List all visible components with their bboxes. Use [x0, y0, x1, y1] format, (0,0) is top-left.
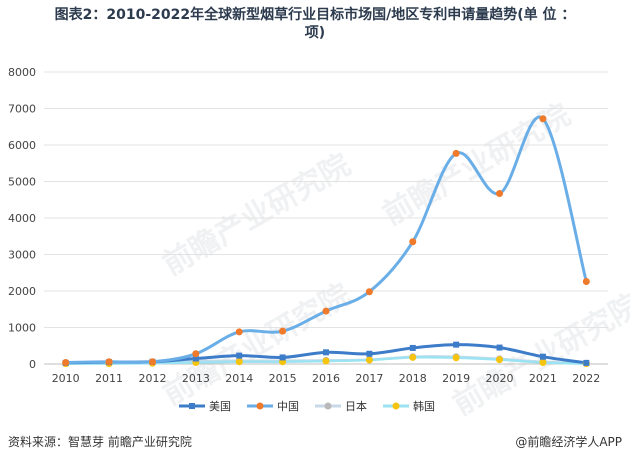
data-point-美国: [583, 359, 590, 366]
data-point-韩国: [496, 356, 504, 364]
data-point-中国: [409, 238, 417, 246]
legend-marker-中国: [256, 402, 264, 410]
source-note: 资料来源：智慧芽 前瞻产业研究院: [8, 435, 192, 449]
y-tick-label: 6000: [8, 139, 36, 152]
x-tick-label: 2019: [442, 372, 470, 385]
x-tick-label: 2011: [95, 372, 123, 385]
data-point-中国: [279, 327, 287, 335]
data-point-美国: [279, 354, 286, 361]
y-tick-label: 3000: [8, 249, 36, 262]
x-tick-label: 2020: [486, 372, 514, 385]
chart-title: 图表2：2010-2022年全球新型烟草行业目标市场国/地区专利申请量趋势(单 …: [0, 6, 630, 42]
data-point-中国: [452, 149, 460, 157]
x-tick-label: 2010: [52, 372, 80, 385]
x-tick-label: 2017: [355, 372, 383, 385]
x-tick-label: 2016: [312, 372, 340, 385]
legend-label: 韩国: [413, 399, 435, 413]
data-point-中国: [582, 278, 590, 286]
data-point-韩国: [539, 359, 547, 367]
x-tick-label: 2014: [225, 372, 253, 385]
series-line-中国: [64, 115, 588, 365]
x-tick-label: 2022: [572, 372, 600, 385]
data-point-美国: [409, 344, 416, 351]
series-markers: [62, 115, 590, 368]
data-point-美国: [539, 353, 546, 360]
data-point-中国: [148, 358, 156, 366]
data-point-中国: [105, 358, 113, 366]
y-tick-label: 4000: [8, 212, 36, 225]
x-axis: 2010 2011 2012 2013 2014 2015 2016 2017 2018 2019…: [52, 372, 601, 385]
data-point-美国: [192, 355, 199, 362]
data-point-中国: [62, 359, 70, 367]
chart-title-line-2: 项): [304, 25, 326, 41]
legend-label: 日本: [345, 399, 367, 413]
legend: 美国 中国 日本 韩国: [179, 399, 435, 413]
legend-label: 中国: [277, 400, 299, 413]
data-point-中国: [235, 328, 243, 336]
y-tick-label: 5000: [8, 176, 36, 189]
data-point-美国: [496, 344, 503, 351]
data-point-中国: [539, 115, 547, 123]
data-point-韩国: [452, 354, 460, 362]
y-tick-label: 1000: [8, 322, 36, 335]
data-point-中国: [365, 288, 373, 296]
brand-credit: @前瞻经济学人APP: [515, 435, 622, 449]
data-point-美国: [453, 341, 460, 348]
x-tick-label: 2012: [138, 372, 166, 385]
y-tick-label: 0: [29, 358, 36, 371]
legend-label: 美国: [209, 400, 231, 413]
data-point-中国: [322, 307, 330, 315]
y-tick-label: 7000: [8, 103, 36, 116]
data-point-韩国: [409, 353, 417, 361]
x-tick-label: 2021: [529, 372, 557, 385]
y-tick-label: 8000: [8, 66, 36, 79]
series-lines: [64, 115, 588, 365]
legend-marker-美国: [189, 403, 195, 409]
legend-marker-韩国: [392, 402, 400, 410]
data-point-韩国: [235, 358, 243, 366]
x-tick-label: 2013: [182, 372, 210, 385]
y-tick-label: 2000: [8, 285, 36, 298]
x-tick-label: 2018: [399, 372, 427, 385]
data-point-中国: [192, 350, 200, 358]
data-point-美国: [323, 349, 329, 356]
grid-lines: [44, 71, 608, 365]
data-point-美国: [236, 352, 243, 359]
y-axis: 0 1000 2000 3000 4000 5000 6000 7000 8000: [8, 66, 36, 371]
data-point-韩国: [322, 357, 330, 365]
data-point-美国: [366, 350, 373, 357]
data-point-韩国: [365, 356, 373, 364]
chart-title-line-1: 图表2：2010-2022年全球新型烟草行业目标市场国/地区专利申请量趋势(单 …: [54, 7, 576, 23]
x-tick-label: 2015: [269, 372, 297, 385]
legend-marker-日本: [324, 402, 332, 410]
data-point-中国: [496, 190, 504, 198]
